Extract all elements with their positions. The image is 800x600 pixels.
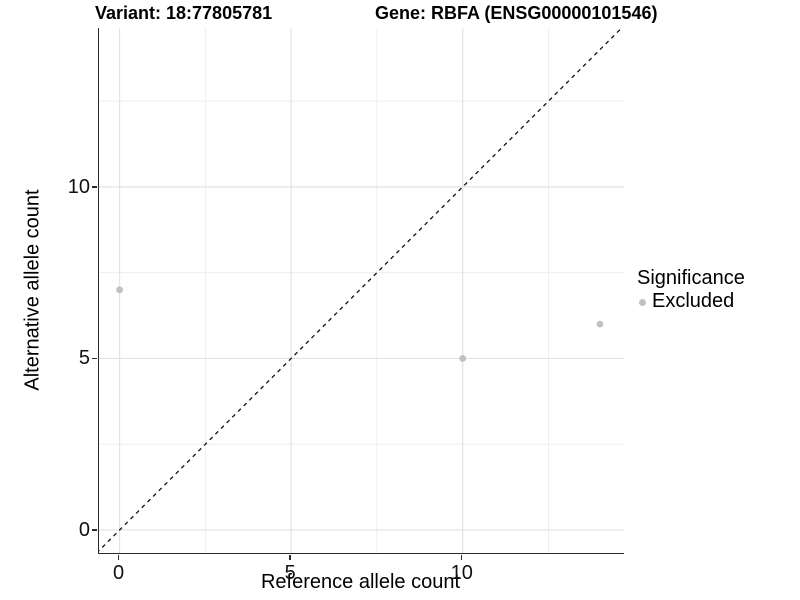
- data-point: [596, 320, 604, 328]
- y-tick-mark: [91, 186, 97, 188]
- y-tick-mark: [91, 357, 97, 360]
- x-tick-label: 10: [450, 562, 473, 584]
- plot-panel: [98, 28, 624, 554]
- data-point: [116, 286, 123, 294]
- legend-item-excluded: Excluded: [637, 290, 745, 312]
- plot-title-gene: Gene: RBFA (ENSG00000101546): [375, 3, 658, 23]
- data-point: [459, 355, 467, 362]
- identity-line: [99, 28, 623, 552]
- x-axis-title: Reference allele count: [260, 571, 460, 593]
- scatter-plot-canvas: [99, 28, 624, 553]
- y-tick-mark: [91, 529, 97, 531]
- x-tick-mark: [460, 554, 463, 560]
- x-tick-label: 0: [113, 562, 125, 584]
- plot-title-variant: Variant: 18:77805781: [95, 3, 273, 23]
- y-tick-label: 10: [67, 175, 90, 198]
- legend: Significance Excluded: [637, 266, 745, 312]
- legend-title: Significance: [637, 267, 745, 289]
- x-tick-mark: [289, 554, 291, 560]
- x-tick-label: 5: [284, 562, 296, 584]
- y-axis-title: Alternative allele count: [21, 189, 44, 391]
- x-tick-mark: [117, 554, 120, 560]
- y-tick-label: 5: [78, 347, 90, 370]
- y-tick-label: 0: [78, 519, 90, 541]
- legend-item-label: Excluded: [652, 290, 735, 312]
- legend-point-icon: [639, 298, 646, 306]
